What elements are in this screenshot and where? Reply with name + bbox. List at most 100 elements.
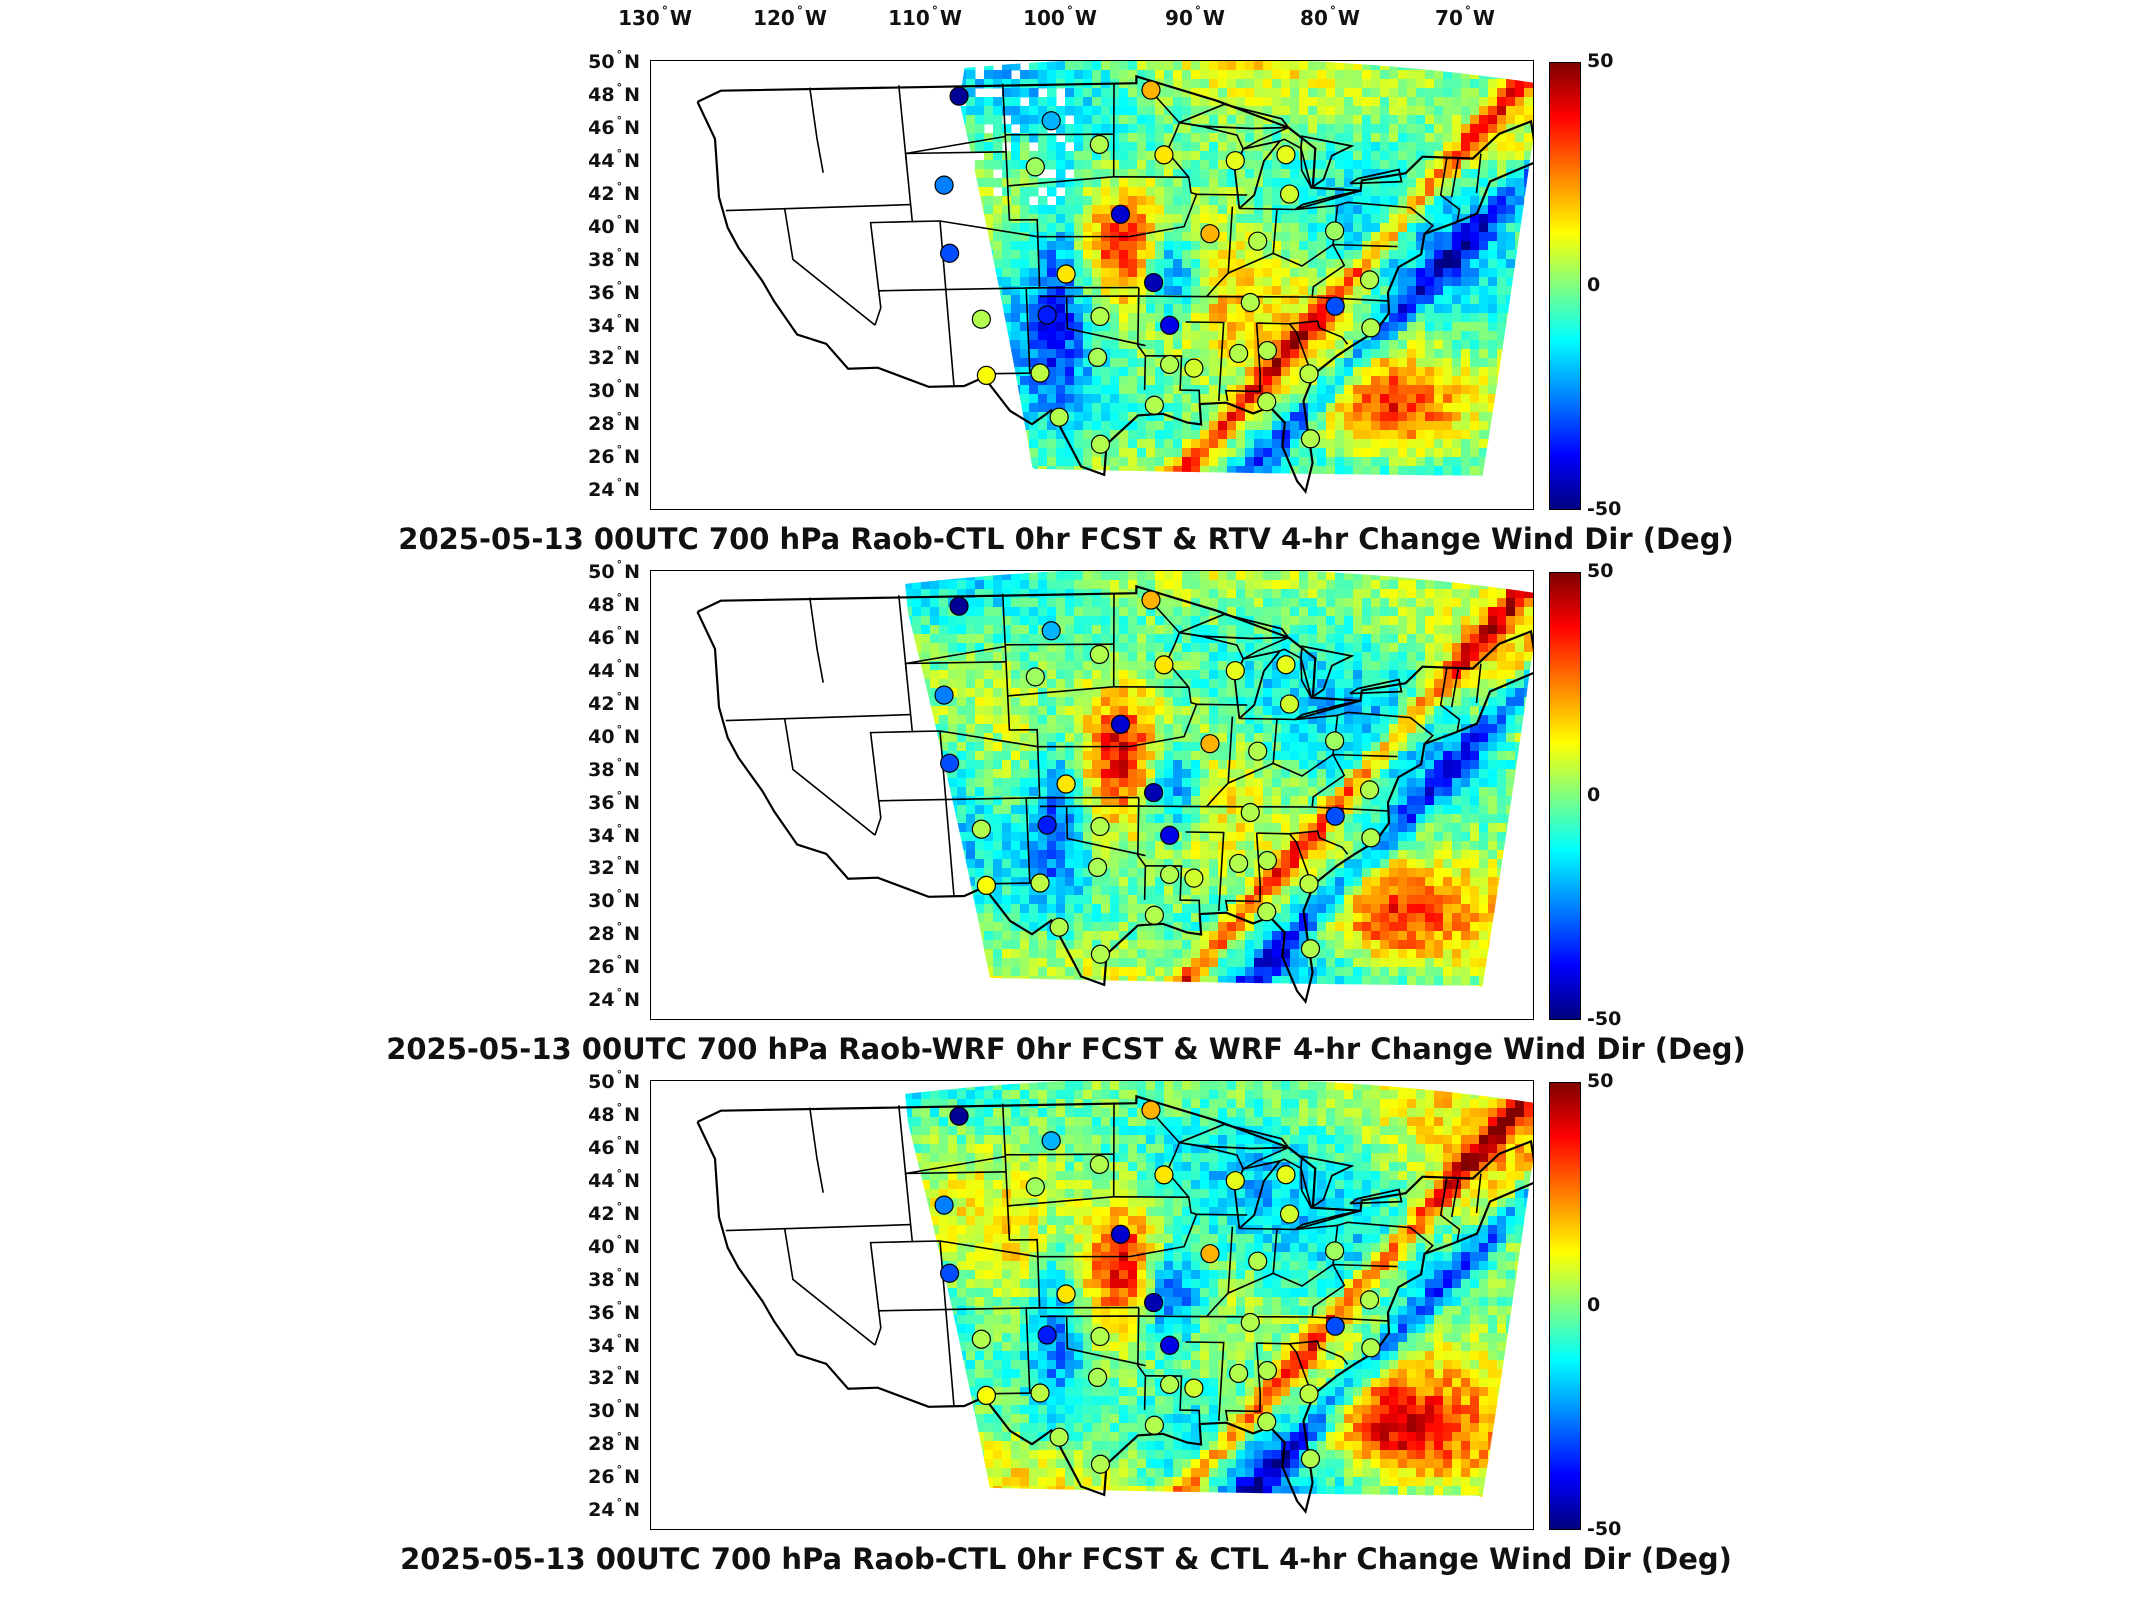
raob-station-marker bbox=[1041, 1131, 1061, 1151]
latitude-tick-label: 26 ° N bbox=[588, 953, 640, 979]
map-panel-3: 50 0 -50 2025-05-13 00UTC 700 hPa Raob-C… bbox=[0, 1068, 2133, 1590]
latitude-tick-label: 44 ° N bbox=[588, 146, 640, 172]
raob-station-marker bbox=[940, 753, 960, 773]
raob-station-marker bbox=[1160, 1335, 1180, 1355]
raob-station-marker bbox=[1361, 828, 1381, 848]
latitude-tick-label: 42 ° N bbox=[588, 179, 640, 205]
raob-station-marker bbox=[1037, 305, 1057, 325]
raob-station-marker bbox=[1154, 1165, 1174, 1185]
wind-direction-change-field bbox=[905, 1081, 1533, 1498]
map-plot-area bbox=[650, 570, 1534, 1020]
raob-station-marker bbox=[1200, 224, 1220, 244]
map-canvas bbox=[696, 571, 1533, 1005]
latitude-tick-label: 24 ° N bbox=[588, 986, 640, 1012]
raob-station-marker bbox=[1160, 354, 1180, 375]
latitude-tick-label: 28 ° N bbox=[588, 1430, 640, 1456]
raob-station-marker bbox=[1087, 347, 1108, 368]
latitude-tick-label: 32 ° N bbox=[588, 1364, 640, 1390]
raob-station-marker bbox=[1276, 1165, 1296, 1185]
raob-station-marker bbox=[1030, 873, 1050, 893]
panel-title: 2025-05-13 00UTC 700 hPa Raob-CTL 0hr FC… bbox=[400, 1542, 1732, 1576]
raob-station-marker bbox=[1299, 364, 1319, 384]
latitude-tick-label: 34 ° N bbox=[588, 311, 640, 337]
raob-station-marker bbox=[1184, 1378, 1204, 1398]
colorbar bbox=[1549, 572, 1581, 1020]
raob-station-marker bbox=[1056, 774, 1076, 794]
wind-direction-change-field bbox=[959, 61, 1533, 478]
colorbar-min-label: -50 bbox=[1587, 1008, 1622, 1030]
colorbar-max-label: 50 bbox=[1587, 1070, 1614, 1092]
raob-station-marker bbox=[949, 1106, 969, 1126]
raob-station-marker bbox=[1025, 1177, 1045, 1197]
colorbar-mid-label: 0 bbox=[1587, 274, 1601, 296]
raob-station-marker bbox=[1325, 221, 1345, 241]
raob-station-marker bbox=[1160, 315, 1180, 335]
longitude-axis: 130 ° W 120 ° W 110 ° W 100 ° W 90 ° W 80 ° W 70 ° W bbox=[0, 0, 2133, 40]
colorbar-max-label: 50 bbox=[1587, 50, 1614, 72]
latitude-tick-label: 50 ° N bbox=[588, 558, 640, 583]
map-canvas bbox=[696, 1081, 1533, 1515]
us-coastline bbox=[696, 584, 1533, 1005]
raob-station-marker bbox=[1144, 905, 1164, 925]
raob-station-marker bbox=[1041, 621, 1061, 641]
raob-station-marker bbox=[940, 243, 960, 263]
raob-station-marker bbox=[976, 1385, 996, 1406]
raob-station-marker bbox=[1154, 655, 1174, 675]
raob-station-marker bbox=[1090, 434, 1111, 454]
raob-station-marker bbox=[934, 1195, 954, 1215]
raob-station-marker bbox=[1025, 157, 1045, 177]
raob-station-marker bbox=[976, 365, 996, 386]
us-coastline bbox=[696, 1094, 1533, 1515]
latitude-tick-label: 28 ° N bbox=[588, 410, 640, 436]
raob-station-marker bbox=[1141, 80, 1161, 100]
raob-station-marker bbox=[1184, 358, 1204, 378]
raob-station-marker bbox=[1141, 590, 1161, 610]
latitude-tick-label: 48 ° N bbox=[588, 590, 640, 616]
great-lakes bbox=[1179, 1123, 1403, 1231]
latitude-tick-label: 38 ° N bbox=[588, 1265, 640, 1291]
raob-station-marker bbox=[1257, 902, 1277, 922]
raob-station-marker bbox=[1090, 944, 1111, 964]
raob-station-marker bbox=[1279, 1204, 1300, 1224]
latitude-tick-label: 36 ° N bbox=[588, 278, 640, 304]
colorbar bbox=[1549, 1082, 1581, 1530]
us-coastline bbox=[696, 74, 1533, 495]
raob-station-marker bbox=[1041, 111, 1061, 131]
raob-station-marker bbox=[1229, 1363, 1249, 1384]
raob-station-marker bbox=[1229, 853, 1249, 874]
raob-station-marker bbox=[1325, 296, 1345, 316]
colorbar-mid-label: 0 bbox=[1587, 784, 1601, 806]
latitude-tick-label: 36 ° N bbox=[588, 788, 640, 814]
longitude-tick-label: 100 ° W bbox=[1023, 4, 1097, 30]
longitude-tick-label: 90 ° W bbox=[1165, 4, 1225, 30]
raob-station-marker bbox=[1089, 134, 1109, 155]
raob-station-marker bbox=[1240, 292, 1260, 313]
longitude-tick-label: 80 ° W bbox=[1300, 4, 1360, 30]
raob-station-marker bbox=[1089, 644, 1109, 665]
raob-station-marker bbox=[1184, 868, 1204, 888]
latitude-tick-label: 30 ° N bbox=[588, 887, 640, 913]
latitude-tick-label: 42 ° N bbox=[588, 689, 640, 715]
raob-station-marker bbox=[1160, 1374, 1180, 1395]
raob-station-marker bbox=[1225, 661, 1245, 681]
raob-station-marker bbox=[1090, 1454, 1111, 1474]
raob-station-marker bbox=[1144, 1292, 1164, 1313]
latitude-tick-label: 44 ° N bbox=[588, 656, 640, 682]
colorbar-min-label: -50 bbox=[1587, 498, 1622, 520]
raob-station-marker bbox=[949, 86, 969, 106]
latitude-tick-label: 24 ° N bbox=[588, 476, 640, 502]
latitude-tick-label: 42 ° N bbox=[588, 1199, 640, 1225]
raob-station-marker bbox=[1325, 1316, 1345, 1336]
raob-station-marker bbox=[1359, 1290, 1380, 1310]
panel-title: 2025-05-13 00UTC 700 hPa Raob-CTL 0hr FC… bbox=[398, 522, 1734, 556]
map-canvas bbox=[696, 61, 1533, 495]
raob-station-marker bbox=[1037, 815, 1057, 835]
raob-station-marker bbox=[1325, 1241, 1345, 1261]
raob-station-marker bbox=[1049, 407, 1069, 427]
latitude-tick-label: 38 ° N bbox=[588, 755, 640, 781]
raob-station-marker bbox=[1049, 1427, 1069, 1447]
latitude-tick-label: 40 ° N bbox=[588, 212, 640, 238]
raob-station-marker bbox=[934, 685, 954, 705]
raob-station-marker bbox=[1248, 1251, 1268, 1271]
raob-station-marker bbox=[1276, 655, 1296, 675]
